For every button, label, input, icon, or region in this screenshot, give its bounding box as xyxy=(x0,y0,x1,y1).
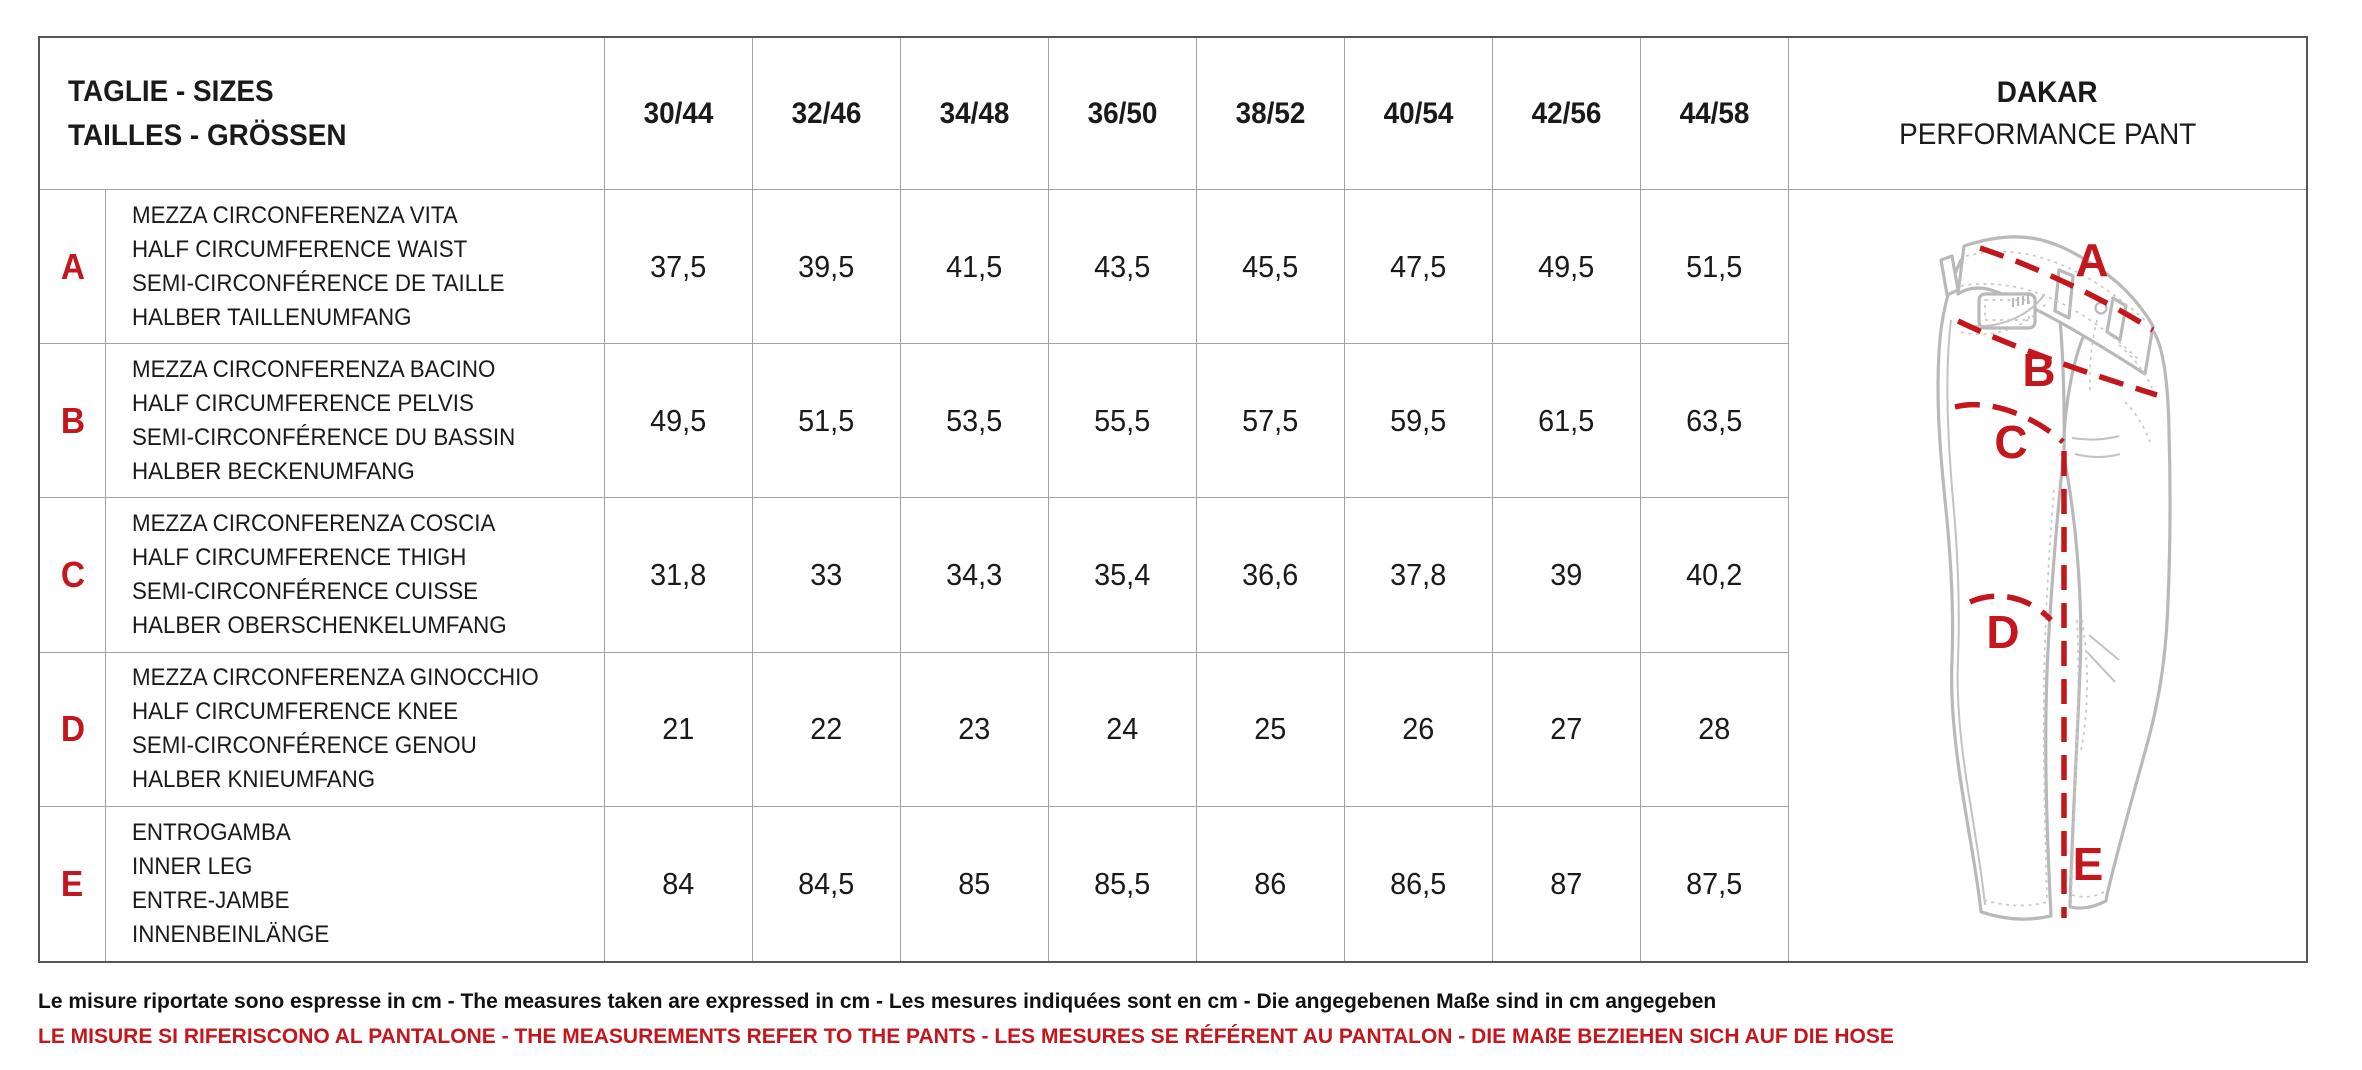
table-cell: 25 xyxy=(1197,652,1345,807)
table-cell: 41,5 xyxy=(901,190,1049,345)
product-subtitle: PERFORMANCE PANT xyxy=(1898,117,2197,151)
row-description: MEZZA CIRCONFERENZA GINOCCHIO HALF CIRCU… xyxy=(106,652,605,807)
table-cell: 57,5 xyxy=(1197,344,1345,499)
table-cell: 55,5 xyxy=(1049,344,1197,499)
row-letter: B xyxy=(40,344,106,499)
table-cell: 45,5 xyxy=(1197,190,1345,345)
table-cell: 39 xyxy=(1493,498,1641,653)
table-cell: 39,5 xyxy=(753,190,901,345)
measure-label-c: C xyxy=(1994,416,2027,468)
row-letter: D xyxy=(40,652,106,807)
table-cell: 61,5 xyxy=(1493,344,1641,499)
table-cell: 86,5 xyxy=(1345,806,1493,961)
sizes-label-text: TAGLIE - SIZES TAILLES - GRÖSSEN xyxy=(68,74,347,152)
table-cell: 87 xyxy=(1493,806,1641,961)
measure-label-d: D xyxy=(1986,606,2019,658)
table-cell: 37,8 xyxy=(1345,498,1493,653)
table-cell: 23 xyxy=(901,652,1049,807)
table-cell: 28 xyxy=(1641,652,1789,807)
table-cell: 85,5 xyxy=(1049,806,1197,961)
table-cell: 86 xyxy=(1197,806,1345,961)
table-cell: 59,5 xyxy=(1345,344,1493,499)
table-cell: 84 xyxy=(605,806,753,961)
table-cell: 26 xyxy=(1345,652,1493,807)
size-column-header: 44/58 xyxy=(1641,38,1789,190)
product-header: DAKAR PERFORMANCE PANT xyxy=(1789,38,2306,190)
measure-line-b xyxy=(1956,318,2158,398)
pants-illustration: A B C D E xyxy=(1936,234,2172,921)
footer-notes: Le misure riportate sono espresse in cm … xyxy=(38,990,1894,1049)
table-cell: 24 xyxy=(1049,652,1197,807)
table-cell: 35,4 xyxy=(1049,498,1197,653)
measure-line-c xyxy=(1954,401,2065,445)
size-column-header: 38/52 xyxy=(1197,38,1345,190)
size-column-header: 32/46 xyxy=(753,38,901,190)
size-table: TAGLIE - SIZES TAILLES - GRÖSSEN 30/44 3… xyxy=(38,36,2308,963)
table-cell: 53,5 xyxy=(901,344,1049,499)
table-cell: 85 xyxy=(901,806,1049,961)
table-cell: 51,5 xyxy=(753,344,901,499)
table-cell: 22 xyxy=(753,652,901,807)
row-letter: A xyxy=(40,190,106,345)
row-description: MEZZA CIRCONFERENZA COSCIA HALF CIRCUMFE… xyxy=(106,498,605,653)
product-title: DAKAR xyxy=(1997,75,2098,109)
row-letter: C xyxy=(40,498,106,653)
size-column-header: 30/44 xyxy=(605,38,753,190)
size-column-header: 34/48 xyxy=(901,38,1049,190)
measure-label-e: E xyxy=(2073,838,2104,890)
table-cell: 27 xyxy=(1493,652,1641,807)
table-cell: 47,5 xyxy=(1345,190,1493,345)
table-cell: 49,5 xyxy=(1493,190,1641,345)
table-cell: 31,8 xyxy=(605,498,753,653)
table-cell: 43,5 xyxy=(1049,190,1197,345)
table-cell: 33 xyxy=(753,498,901,653)
table-cell: 40,2 xyxy=(1641,498,1789,653)
table-header-sizes-label: TAGLIE - SIZES TAILLES - GRÖSSEN xyxy=(40,38,605,190)
measures-unit-note: Le misure riportate sono espresse in cm … xyxy=(38,990,1717,1013)
row-letter: E xyxy=(40,806,106,961)
size-column-header: 36/50 xyxy=(1049,38,1197,190)
table-cell: 49,5 xyxy=(605,344,753,499)
measure-line-d xyxy=(1968,593,2053,622)
measure-line-a xyxy=(1979,245,2155,333)
table-cell: 37,5 xyxy=(605,190,753,345)
table-cell: 34,3 xyxy=(901,498,1049,653)
pants-back-leg xyxy=(2061,310,2172,910)
measure-label-b: B xyxy=(2022,344,2055,396)
measure-label-a: A xyxy=(2075,234,2108,286)
row-description: MEZZA CIRCONFERENZA BACINO HALF CIRCUMFE… xyxy=(106,344,605,499)
table-cell: 36,6 xyxy=(1197,498,1345,653)
size-column-header: 42/56 xyxy=(1493,38,1641,190)
table-cell: 21 xyxy=(605,652,753,807)
table-cell: 51,5 xyxy=(1641,190,1789,345)
table-cell: 87,5 xyxy=(1641,806,1789,961)
table-cell: 84,5 xyxy=(753,806,901,961)
belt-loop xyxy=(1939,254,1960,297)
row-description: MEZZA CIRCONFERENZA VITA HALF CIRCUMFERE… xyxy=(106,190,605,345)
size-column-header: 40/54 xyxy=(1345,38,1493,190)
row-description: ENTROGAMBA INNER LEG ENTRE-JAMBE INNENBE… xyxy=(106,806,605,961)
measures-warning: LE MISURE SI RIFERISCONO AL PANTALONE - … xyxy=(38,1025,1894,1048)
table-cell: 63,5 xyxy=(1641,344,1789,499)
pants-front-leg xyxy=(1936,258,2066,921)
pants-diagram: A B C D E xyxy=(1789,190,2306,961)
